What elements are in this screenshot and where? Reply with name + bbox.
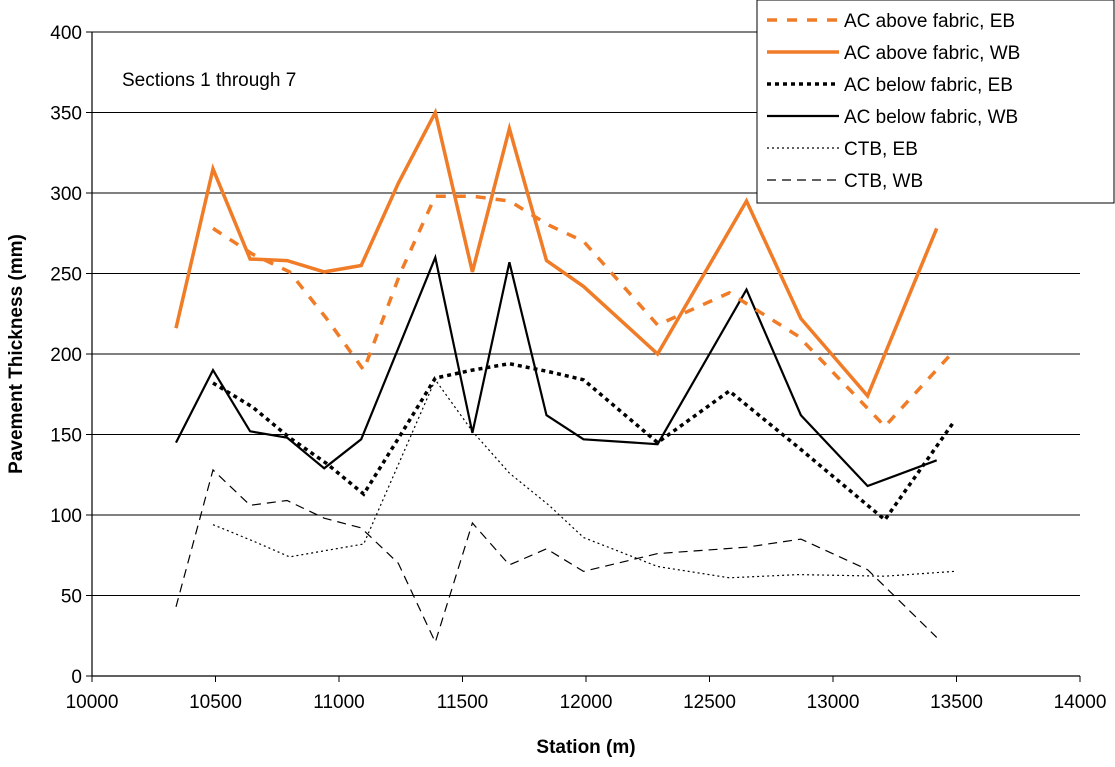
legend-label: CTB, WB	[844, 171, 923, 192]
legend-label: AC above fabric, EB	[844, 11, 1015, 32]
y-tick-label: 0	[71, 667, 82, 688]
legend: AC above fabric, EB AC above fabric, WB AC…	[756, 0, 1115, 204]
legend-label: CTB, EB	[844, 139, 918, 160]
legend-label: AC below fabric, WB	[844, 107, 1018, 128]
y-tick-label: 200	[50, 345, 82, 366]
series-line-4	[175, 253, 938, 488]
series-line-2	[174, 107, 939, 400]
y-tick-label: 150	[50, 426, 82, 447]
series-line-1	[212, 194, 956, 429]
y-tick-label: 100	[50, 506, 82, 527]
legend-box	[756, 0, 1115, 204]
y-tick-label: 400	[50, 23, 82, 44]
y-axis-title: Pavement Thickness (mm)	[6, 234, 27, 474]
y-tick-label: 250	[50, 265, 82, 286]
axis-ticks: 0 50 100 150 200 250 300 350 400 10000 10500 11000 1…	[50, 23, 1106, 713]
y-tick-label: 300	[50, 184, 82, 205]
x-tick-label: 13500	[930, 692, 983, 713]
series-line-5	[212, 378, 955, 579]
x-tick-label: 10000	[66, 692, 119, 713]
x-tick-label: 11000	[313, 692, 364, 713]
x-tick-label: 12000	[560, 692, 613, 713]
series-line-3	[212, 361, 956, 523]
gridlines	[92, 31, 1080, 596]
x-tick-label: 14000	[1054, 692, 1107, 713]
y-tick-label: 50	[61, 587, 82, 608]
x-tick-label: 12500	[683, 692, 736, 713]
x-tick-label: 10500	[189, 692, 242, 713]
annotation-sections: Sections 1 through 7	[122, 70, 296, 91]
x-tick-label: 11500	[437, 692, 488, 713]
series-line-6	[175, 468, 938, 644]
legend-label: AC below fabric, EB	[844, 75, 1013, 96]
x-axis-title: Station (m)	[536, 737, 635, 758]
x-tick-label: 13000	[807, 692, 860, 713]
series-layer	[174, 107, 956, 644]
legend-label: AC above fabric, WB	[844, 43, 1020, 64]
y-tick-label: 350	[50, 104, 82, 125]
